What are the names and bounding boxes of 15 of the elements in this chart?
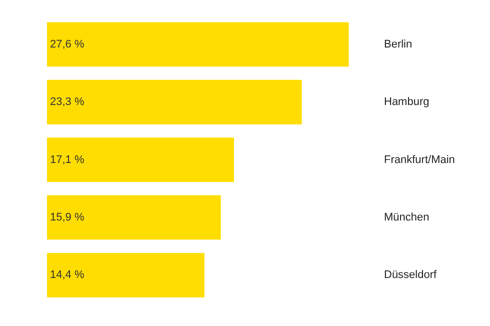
data-label: 27,6 % [50, 38, 84, 50]
y-tick-label: Hamburg [384, 96, 430, 108]
bar [47, 195, 221, 240]
bar [47, 22, 349, 67]
bar [47, 252, 204, 298]
y-tick-label: Düsseldorf [384, 269, 438, 282]
data-label: 17,1 % [50, 154, 84, 166]
y-tick-label: München [384, 212, 430, 224]
y-tick-label: Berlin [384, 38, 412, 50]
data-label: 14,4 % [50, 269, 84, 282]
data-label: 15,9 % [50, 212, 84, 224]
bar [47, 138, 234, 182]
bar [47, 80, 302, 124]
data-label: 23,3 % [50, 96, 84, 108]
y-tick-label: Frankfurt/Main [384, 154, 455, 166]
